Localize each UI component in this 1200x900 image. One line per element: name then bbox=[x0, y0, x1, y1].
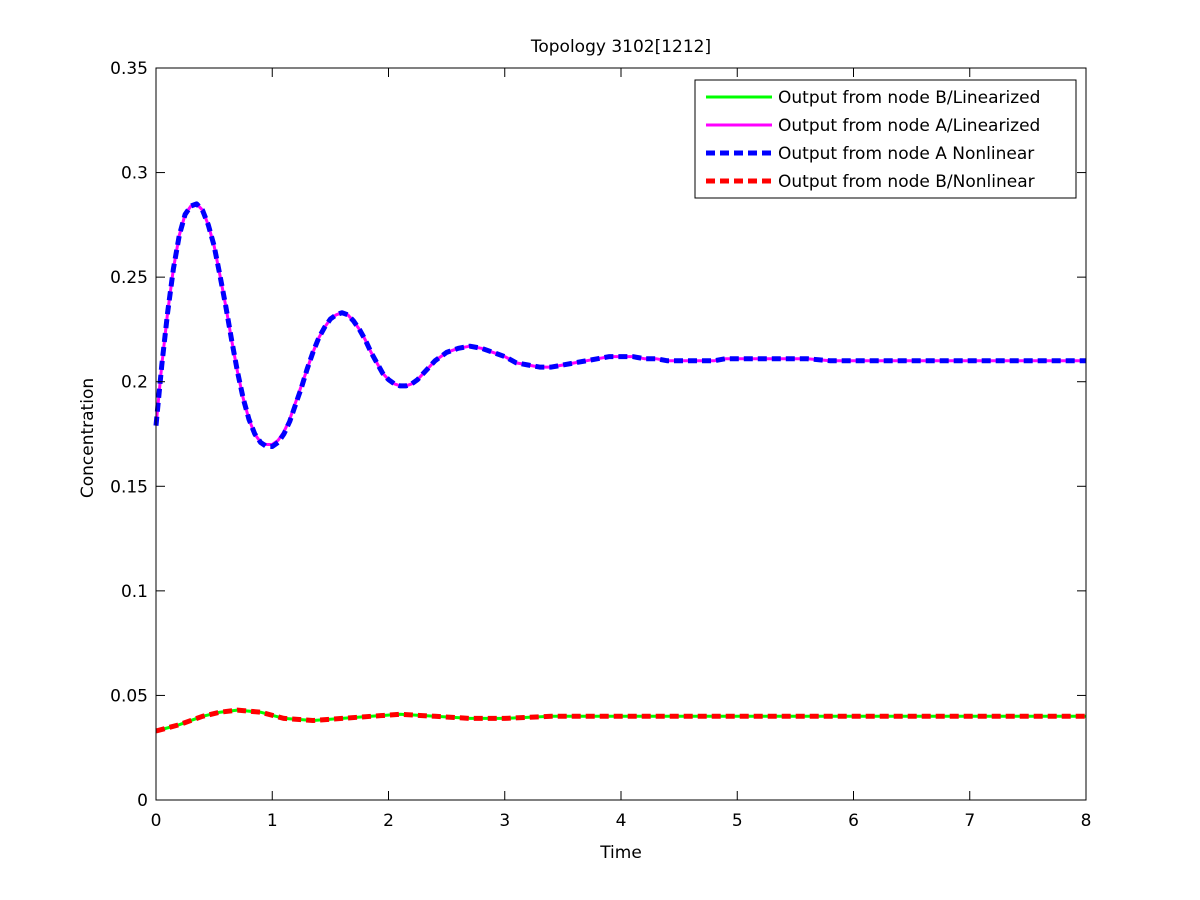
legend-label-1: Output from node B/Linearized bbox=[778, 88, 1040, 108]
legend-box bbox=[694, 79, 1077, 199]
legend-label-3: Output from node A Nonlinear bbox=[778, 144, 1034, 164]
y-tick-label: 0.3 bbox=[121, 164, 148, 184]
y-tick-label: 0.25 bbox=[110, 268, 148, 288]
tick-layer: 0 1 2 3 4 5 6 7 8 0 0.05 0.1 0.15 0.2 0.25 0.3 0.35 bbox=[110, 59, 1091, 831]
y-tick-label: 0.05 bbox=[110, 686, 148, 706]
y-tick-label: 0.15 bbox=[110, 477, 148, 497]
y-axis-title: Concentration bbox=[78, 378, 98, 498]
legend-items: Output from node B/Linearized Output from… bbox=[706, 88, 1040, 192]
y-tick-label: 0.1 bbox=[121, 582, 148, 602]
x-axis-title: Time bbox=[599, 843, 642, 863]
x-tick-label: 2 bbox=[383, 811, 394, 831]
x-tick-label: 0 bbox=[151, 811, 162, 831]
x-tick-label: 7 bbox=[964, 811, 975, 831]
legend-label-2: Output from node A/Linearized bbox=[778, 116, 1040, 136]
series-line-4 bbox=[155, 707, 1086, 734]
series-line-3 bbox=[153, 201, 1086, 449]
legend: Output from node B/Linearized Output from… bbox=[694, 79, 1077, 199]
x-tick-label: 4 bbox=[616, 811, 627, 831]
chart-title: Topology 3102[1212] bbox=[530, 37, 711, 57]
x-tick-label: 8 bbox=[1081, 811, 1092, 831]
y-tick-label: 0 bbox=[137, 791, 148, 811]
x-tick-label: 6 bbox=[848, 811, 859, 831]
series-layer bbox=[153, 201, 1086, 734]
x-tick-label: 3 bbox=[499, 811, 510, 831]
y-tick-label: 0.35 bbox=[110, 59, 148, 79]
x-tick-label: 5 bbox=[732, 811, 743, 831]
y-tick-label: 0.2 bbox=[121, 373, 148, 393]
x-tick-label: 1 bbox=[267, 811, 278, 831]
legend-label-4: Output from node B/Nonlinear bbox=[778, 172, 1035, 192]
